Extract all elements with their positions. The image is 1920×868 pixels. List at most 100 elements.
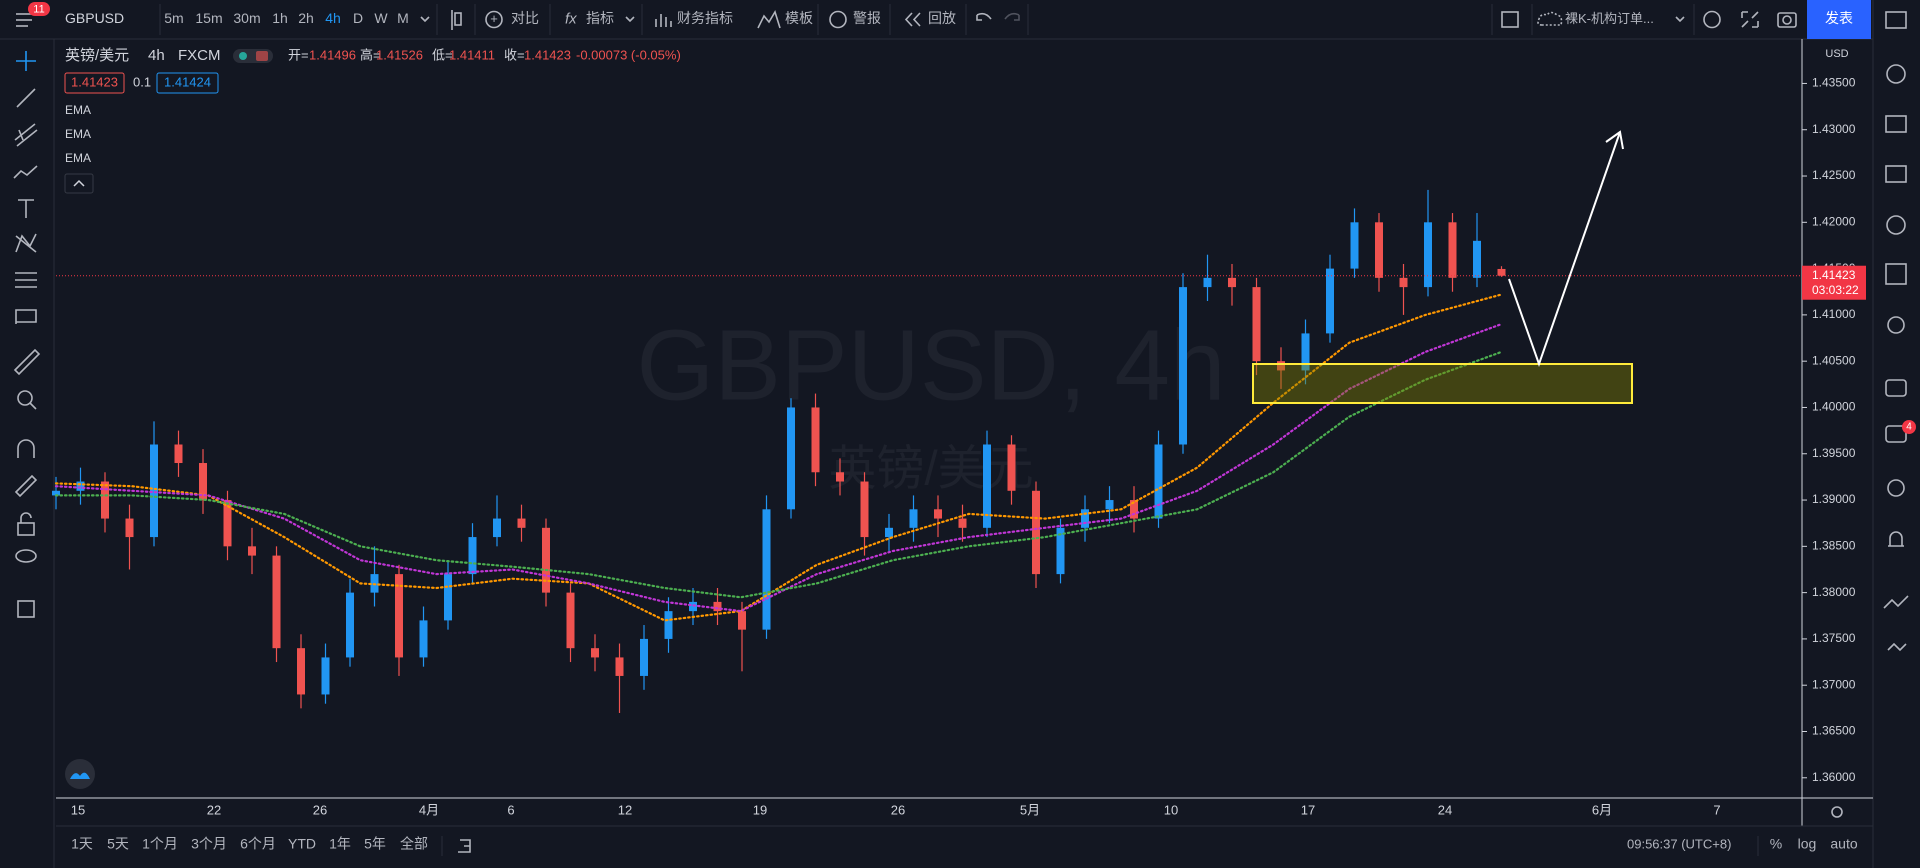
rectangle-drawing[interactable]: [1252, 363, 1633, 404]
text-tool[interactable]: [18, 199, 34, 218]
compare-icon[interactable]: [485, 10, 503, 29]
calendar-button[interactable]: [1885, 263, 1907, 285]
ideas-button[interactable]: [1887, 316, 1905, 334]
notification-badge: [28, 2, 50, 16]
indicator-name[interactable]: EMA: [65, 151, 91, 165]
range-button[interactable]: 3个月: [191, 836, 227, 852]
symbol[interactable]: GBPUSD: [65, 10, 124, 26]
candle-body: [1105, 500, 1114, 510]
pattern-tool[interactable]: [13, 165, 38, 179]
screenshot-button[interactable]: [1777, 12, 1797, 28]
redo-button[interactable]: [1004, 12, 1020, 21]
layout-icon[interactable]: [1501, 11, 1519, 28]
candle-body: [591, 648, 599, 658]
fullscreen-button[interactable]: [1741, 11, 1759, 28]
fib-tool[interactable]: [15, 272, 37, 288]
collapse-button[interactable]: [64, 173, 94, 194]
y-tick-label: 1.43000: [1812, 122, 1856, 136]
cloud-icon: [1537, 11, 1563, 26]
streams-button[interactable]: [1887, 479, 1905, 497]
crosshair-tool[interactable]: [16, 51, 36, 71]
financials-button[interactable]: 财务指标: [677, 10, 733, 26]
xabcd-tool[interactable]: [15, 233, 37, 253]
pitchfork-tool[interactable]: [14, 123, 38, 147]
range-button[interactable]: 1年: [329, 836, 351, 852]
ruler-tool[interactable]: [13, 348, 41, 376]
range-button[interactable]: 1天: [71, 836, 93, 852]
scale-option[interactable]: log: [1798, 836, 1817, 852]
range-button[interactable]: 5年: [364, 836, 386, 852]
template-button[interactable]: 模板: [785, 10, 813, 26]
alert-button[interactable]: 警报: [853, 10, 881, 26]
indicator-name[interactable]: EMA: [65, 127, 91, 141]
interval-button[interactable]: 30m: [233, 10, 260, 26]
interval-button[interactable]: 1h: [272, 10, 288, 26]
magnet-tool[interactable]: [17, 439, 35, 458]
goto-date-button[interactable]: [458, 839, 471, 853]
line-tool[interactable]: [16, 88, 36, 108]
candle-body: [1326, 268, 1334, 334]
icon-tool[interactable]: [15, 309, 37, 324]
replay-button[interactable]: 回放: [928, 10, 956, 26]
sell-box[interactable]: [64, 72, 125, 94]
x-tick-label: 15: [71, 802, 85, 817]
dom-button[interactable]: [1887, 642, 1907, 652]
scale-option[interactable]: %: [1770, 836, 1782, 852]
candle-body: [1350, 222, 1359, 269]
range-button[interactable]: YTD: [288, 836, 316, 852]
data-window-button[interactable]: [1885, 165, 1907, 183]
buy-box[interactable]: [156, 72, 219, 94]
hotlist-button[interactable]: [1886, 215, 1906, 235]
candle-body: [1056, 527, 1065, 575]
notifications-button[interactable]: [1888, 531, 1904, 547]
watchlist-button[interactable]: [1885, 11, 1907, 29]
x-tick-label: 24: [1438, 802, 1452, 817]
alerts-button[interactable]: [1886, 64, 1906, 84]
range-button[interactable]: 1个月: [142, 836, 178, 852]
candle-body: [1497, 268, 1506, 276]
stay-drawing-tool[interactable]: [14, 474, 38, 498]
y-tick-label: 1.42500: [1812, 168, 1856, 182]
menu-button[interactable]: [16, 13, 32, 27]
axis-settings[interactable]: [1831, 806, 1843, 818]
interval-button[interactable]: D: [353, 10, 363, 26]
undo-button[interactable]: [976, 12, 992, 21]
settings-button[interactable]: [1703, 10, 1721, 29]
publish-button[interactable]: [1807, 0, 1871, 39]
arrow-drawing[interactable]: [1508, 131, 1621, 368]
hide-tool[interactable]: [15, 549, 37, 563]
interval-button[interactable]: 4h: [325, 10, 341, 26]
news-button[interactable]: [1885, 115, 1907, 133]
high-label: 高=: [360, 47, 381, 62]
alert-icon: [829, 10, 847, 29]
chart-type-icon[interactable]: [451, 10, 462, 30]
candle-body: [444, 574, 452, 621]
chat-button[interactable]: [1885, 379, 1907, 397]
candle-body: [713, 601, 722, 612]
candle-body: [419, 620, 428, 658]
interval-button[interactable]: 15m: [195, 10, 222, 26]
messages-button[interactable]: [1885, 425, 1907, 443]
ema-line: [54, 293, 1503, 622]
candle-body: [101, 481, 109, 519]
zoom-tool[interactable]: [17, 390, 33, 406]
collapse-arrow: [73, 179, 85, 187]
indicator-name[interactable]: EMA: [65, 103, 91, 117]
interval-button[interactable]: W: [374, 10, 388, 26]
range-button[interactable]: 5天: [107, 836, 129, 852]
logo[interactable]: [65, 759, 95, 789]
interval-button[interactable]: M: [397, 10, 409, 26]
layout-name[interactable]: 裸K-机构订单...: [1565, 11, 1654, 26]
trash-tool[interactable]: [17, 600, 35, 618]
range-button[interactable]: 6个月: [240, 836, 276, 852]
scale-option[interactable]: auto: [1830, 836, 1857, 852]
interval-button[interactable]: 5m: [164, 10, 183, 26]
symbol-interval: 4h: [148, 47, 165, 64]
indicators-button[interactable]: 指标: [586, 10, 614, 26]
compare-button[interactable]: 对比: [511, 10, 539, 26]
interval-button[interactable]: 2h: [298, 10, 314, 26]
trading-button[interactable]: [1883, 595, 1909, 609]
lock-tool[interactable]: [17, 522, 35, 536]
range-button[interactable]: 全部: [400, 836, 428, 852]
candle-body: [836, 472, 844, 482]
